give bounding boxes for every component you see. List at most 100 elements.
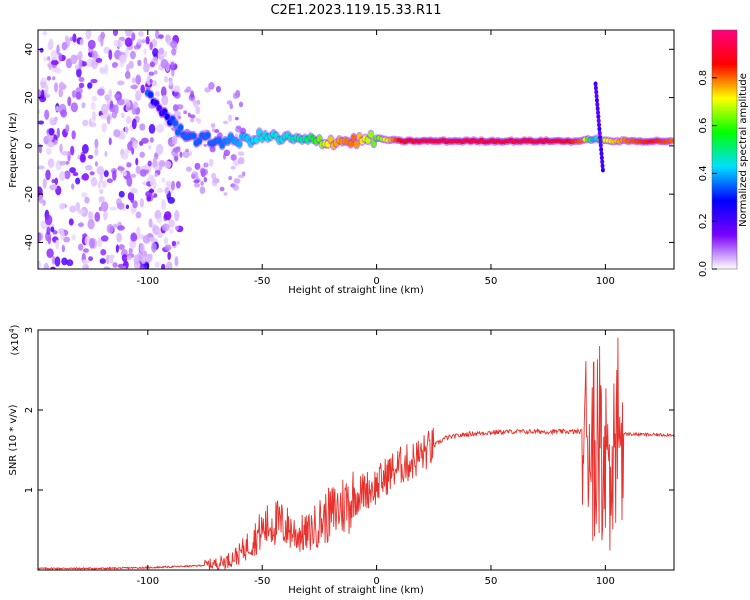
heatmap-cell (133, 101, 139, 109)
heatmap-cell (100, 201, 109, 212)
heatmap-cell (208, 158, 214, 167)
heatmap-cell (176, 240, 180, 245)
heatmap-cell (54, 177, 59, 186)
heatmap-cell (233, 178, 241, 184)
heatmap-cell (158, 160, 166, 168)
snr-x-ticks: -100 -50 0 50 100 (136, 330, 615, 587)
heatmap-cell (84, 196, 90, 204)
heatmap-cell (98, 196, 105, 203)
heatmap-cell (599, 147, 604, 152)
heatmap-cell (163, 75, 169, 83)
heatmap-cell (125, 102, 130, 112)
heatmap-cell (139, 264, 145, 269)
heatmap-cell (87, 39, 96, 50)
heatmap-cell (91, 50, 98, 59)
heatmap-cell (147, 91, 154, 98)
heatmap-cell (116, 202, 125, 210)
heatmap-cell (190, 132, 197, 139)
heatmap-cell (161, 94, 169, 106)
heatmap-cell (232, 92, 238, 100)
heatmap-cell (145, 35, 150, 45)
heatmap-cell (114, 104, 119, 115)
heatmap-cell (187, 112, 191, 118)
heatmap-cell (600, 167, 605, 173)
heatmap-cell (168, 78, 173, 87)
heatmap-cell (120, 152, 129, 160)
heatmap-cell (152, 156, 157, 168)
heatmap-cell (89, 237, 95, 249)
heatmap-cell (94, 161, 98, 167)
heatmap-cell (174, 209, 180, 221)
heatmap-cell (140, 84, 145, 94)
heatmap-cell (63, 170, 71, 180)
heatmap-cell (109, 206, 118, 211)
heatmap-cell (593, 85, 598, 91)
heatmap-cell (44, 214, 53, 226)
heatmap-cell (46, 248, 54, 258)
heatmap-cell (135, 165, 141, 175)
heatmap-cell (75, 201, 81, 212)
heatmap-cell (61, 151, 69, 156)
x-tick-label: 50 (485, 576, 498, 587)
heatmap-cell (44, 93, 51, 98)
y-tick-label: 2 (24, 407, 35, 413)
heatmap-cell (97, 237, 103, 248)
heatmap-cell (82, 119, 89, 127)
heatmap-cell (42, 178, 47, 189)
heatmap-cell (87, 82, 93, 89)
heatmap-cell (90, 78, 98, 84)
heatmap-cell (51, 60, 59, 66)
heatmap-cell (88, 256, 93, 262)
spectrogram-frame (37, 29, 675, 270)
x-tick-label: 0 (373, 576, 379, 587)
heatmap-cell (117, 225, 125, 231)
heatmap-cell (223, 192, 228, 196)
x-tick-label: -50 (254, 276, 270, 287)
heatmap-cell (74, 64, 80, 70)
heatmap-cell (211, 178, 218, 187)
heatmap-cell (160, 86, 167, 98)
heatmap-cell (82, 263, 89, 269)
heatmap-cell (177, 124, 184, 131)
heatmap-cell (116, 98, 125, 106)
heatmap-cell (65, 124, 70, 133)
heatmap-cell (163, 160, 172, 169)
heatmap-cell (593, 81, 598, 87)
y-tick-label: 40 (24, 43, 35, 56)
heatmap-cell (77, 222, 84, 227)
heatmap-cell (128, 247, 133, 254)
heatmap-cell (77, 243, 84, 251)
heatmap-cell (156, 217, 163, 224)
x-tick-label: -100 (136, 576, 159, 587)
heatmap-cell (130, 173, 137, 178)
heatmap-cell (111, 62, 118, 69)
heatmap-cell (68, 218, 74, 226)
heatmap-cell (174, 256, 179, 267)
heatmap-cell (168, 219, 175, 228)
heatmap-cell (175, 181, 181, 189)
heatmap-cell (124, 30, 133, 37)
heatmap-cell (203, 176, 208, 183)
heatmap-cell (69, 36, 74, 42)
heatmap-cell (61, 257, 68, 266)
heatmap-cell (199, 186, 206, 195)
heatmap-cell (108, 254, 115, 259)
heatmap-cell (103, 211, 108, 220)
heatmap-cell (222, 120, 229, 125)
heatmap-cell (65, 160, 70, 165)
heatmap-cell (185, 86, 192, 93)
heatmap-cell (69, 167, 76, 174)
colorbar-tick-label: 0.0 (698, 261, 709, 277)
colorbar-tick-label: 0.6 (698, 118, 709, 134)
heatmap-cell (71, 183, 75, 190)
heatmap-cell (195, 118, 199, 122)
heatmap-cell (234, 116, 239, 121)
heatmap-cell (175, 146, 181, 150)
heatmap-cell (56, 44, 60, 55)
heatmap-cell (91, 95, 98, 102)
y-tick-label: 3 (24, 327, 35, 333)
heatmap-cell (97, 88, 105, 96)
heatmap-cell (61, 244, 65, 253)
heatmap-cell (71, 90, 77, 98)
heatmap-cell (76, 67, 82, 78)
